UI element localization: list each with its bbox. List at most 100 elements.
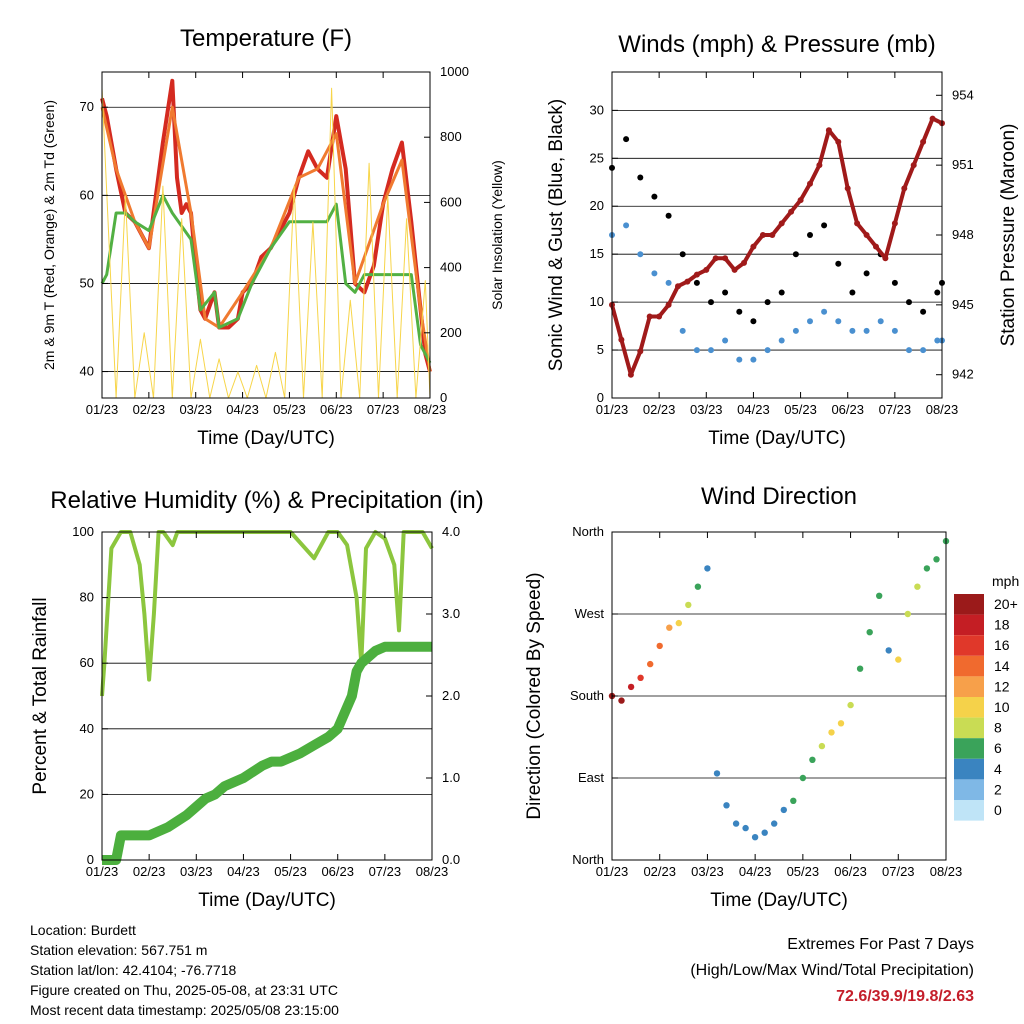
x-tick-label: 02/23 xyxy=(643,402,676,417)
x-tick-label: 08/23 xyxy=(416,864,449,879)
data-point xyxy=(764,347,771,354)
data-point xyxy=(722,289,729,296)
x-axis-label: Time (Day/UTC) xyxy=(197,428,335,449)
data-point xyxy=(847,701,854,709)
figure-created: Figure created on Thu, 2025-05-08, at 23… xyxy=(30,982,338,998)
series-line xyxy=(100,78,432,373)
x-axis-label: Time (Day/UTC) xyxy=(198,890,336,911)
x-tick-label: 01/23 xyxy=(86,864,119,879)
colorbar-swatch xyxy=(954,738,984,759)
x-tick-label: 05/23 xyxy=(274,864,307,879)
y-axis-label: Direction (Colored By Speed) xyxy=(524,572,545,819)
y-right-tick-label: 200 xyxy=(440,325,462,340)
y-tick-label: 0 xyxy=(597,390,604,405)
data-point xyxy=(807,232,813,238)
data-point xyxy=(780,806,787,814)
x-tick-label: 03/23 xyxy=(179,402,212,417)
data-point xyxy=(866,629,873,636)
y-axis-label: 2m & 9m T (Red, Orange) & 2m Td (Green) xyxy=(41,100,57,370)
y-tick-label: 60 xyxy=(80,187,94,202)
x-tick-label: 08/23 xyxy=(926,402,959,417)
series-line xyxy=(101,87,431,399)
extremes-subtitle: (High/Low/Max Wind/Total Precipitation) xyxy=(690,962,974,979)
series-line xyxy=(100,193,432,364)
y-tick-label: 15 xyxy=(590,246,604,261)
x-tick-label: 02/23 xyxy=(133,864,166,879)
colorbar-swatch xyxy=(954,594,984,615)
x-tick-label: 02/23 xyxy=(643,864,676,879)
colorbar-swatch xyxy=(954,676,984,697)
data-point xyxy=(708,347,714,354)
chart-title: Relative Humidity (%) & Precipitation (i… xyxy=(50,487,483,514)
y-tick-label: 0 xyxy=(87,852,94,867)
series-line xyxy=(100,105,432,372)
x-tick-label: 02/23 xyxy=(133,402,166,417)
data-point xyxy=(764,299,771,306)
data-point xyxy=(736,356,743,363)
x-tick-label: 04/23 xyxy=(226,402,259,417)
data-point xyxy=(647,660,654,668)
x-tick-label: 08/23 xyxy=(930,864,963,879)
y-right-tick-label: 951 xyxy=(952,157,974,172)
data-point xyxy=(920,347,927,354)
data-point xyxy=(906,347,912,354)
station-elevation: Station elevation: 567.751 m xyxy=(30,942,208,958)
y-right-tick-label: 2.0 xyxy=(442,688,460,703)
data-point xyxy=(821,222,828,229)
data-point xyxy=(637,251,644,258)
data-point xyxy=(742,824,749,832)
y-tick-label: East xyxy=(578,770,604,785)
wind-direction-panel: Wind Direction 01/23 02/23 03/23 04/23 05/23 0… xyxy=(524,483,1019,911)
extremes-values: 72.6/39.9/19.8/2.63 xyxy=(836,988,974,1005)
y-right-tick-label: 948 xyxy=(952,227,974,242)
colorbar-label: 8 xyxy=(994,720,1002,736)
data-point xyxy=(904,610,911,618)
data-point xyxy=(835,318,842,325)
data-point xyxy=(618,697,625,704)
data-point xyxy=(895,656,902,663)
colorbar-swatch xyxy=(954,758,984,780)
data-point xyxy=(792,251,799,258)
x-axis-label: Time (Day/UTC) xyxy=(708,428,846,449)
y-right-tick-label: 1000 xyxy=(440,64,469,79)
data-point xyxy=(876,592,883,599)
data-point xyxy=(799,774,807,782)
y-tick-label: 100 xyxy=(72,524,94,539)
series-line xyxy=(100,530,434,697)
data-point xyxy=(863,327,870,334)
x-tick-label: 07/23 xyxy=(879,402,912,417)
x-tick-label: 01/23 xyxy=(86,402,119,417)
colorbar-label: 14 xyxy=(994,658,1010,674)
data-point xyxy=(623,136,630,143)
y-right-tick-label: 400 xyxy=(440,260,462,275)
data-point xyxy=(627,683,635,691)
y-tick-label: West xyxy=(575,606,605,621)
data-point xyxy=(736,308,743,315)
colorbar-label: 6 xyxy=(994,740,1002,756)
y-tick-label: 5 xyxy=(597,342,604,357)
plot-frame xyxy=(101,531,433,861)
data-point xyxy=(750,356,757,363)
data-point xyxy=(821,308,828,315)
data-point xyxy=(837,720,845,727)
data-point xyxy=(891,279,898,286)
data-point xyxy=(713,770,721,777)
data-timestamp: Most recent data timestamp: 2025/05/08 2… xyxy=(30,1002,339,1018)
colorbar-label: 20+ xyxy=(994,596,1018,612)
x-axis-label: Time (Day/UTC) xyxy=(710,890,848,911)
data-point xyxy=(849,327,856,334)
data-point xyxy=(920,308,927,315)
colorbar-swatch xyxy=(954,635,984,656)
x-tick-label: 06/23 xyxy=(321,864,354,879)
y-axis-label: Sonic Wind & Gust (Blue, Black) xyxy=(546,99,567,371)
data-point xyxy=(665,279,672,286)
x-tick-label: 07/23 xyxy=(367,402,400,417)
data-point xyxy=(651,270,658,277)
data-point xyxy=(863,270,870,277)
data-point xyxy=(675,619,682,627)
data-point xyxy=(933,556,940,563)
y-right-tick-label: 0.0 xyxy=(442,852,460,867)
x-tick-label: 06/23 xyxy=(834,864,867,879)
series-line xyxy=(102,641,432,865)
data-point xyxy=(694,583,702,590)
